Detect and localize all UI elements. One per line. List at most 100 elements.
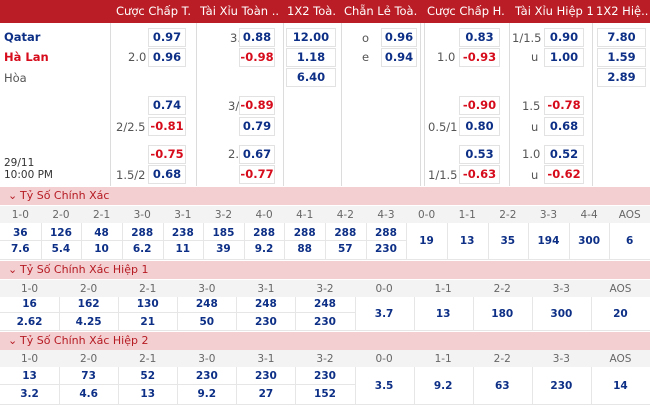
score-odds[interactable]: 52 [140, 370, 156, 382]
odds-cell[interactable]: -0.63 [459, 165, 500, 184]
score-odds[interactable]: 13 [435, 308, 451, 320]
odds-cell[interactable]: 0.80 [459, 117, 500, 136]
odds-cell[interactable]: 0.79 [239, 117, 275, 136]
score-odds[interactable]: 48 [94, 227, 109, 239]
score-odds[interactable]: 288 [131, 227, 154, 239]
score-odds[interactable]: 230 [314, 370, 336, 382]
score-odds[interactable]: 63 [494, 380, 510, 392]
odds-cell[interactable]: 0.68 [148, 165, 186, 184]
odds-cell[interactable]: -0.77 [239, 165, 275, 184]
score-odds[interactable]: 185 [212, 227, 235, 239]
score-odds[interactable]: 248 [254, 298, 277, 310]
score-odds[interactable]: 9.2 [254, 243, 274, 255]
odds-cell[interactable]: 6.40 [286, 68, 336, 87]
col-ou-h1[interactable]: Tài Xỉu Hiệp 1 [515, 4, 593, 18]
score-odds[interactable]: 39 [216, 243, 231, 255]
odds-cell[interactable]: -0.75 [148, 145, 186, 164]
col-1x2-h1[interactable]: 1X2 Hiệ... [596, 4, 648, 18]
score-odds[interactable]: 27 [258, 388, 274, 400]
score-odds[interactable]: 2.62 [16, 316, 43, 328]
score-odds[interactable]: 20 [613, 308, 628, 320]
score-odds[interactable]: 50 [199, 316, 215, 328]
section-correct-score[interactable]: ⌄ Tỷ Số Chính Xác [0, 187, 650, 205]
score-odds[interactable]: 57 [338, 243, 353, 255]
odds-cell[interactable]: 1.18 [286, 48, 336, 67]
score-odds[interactable]: 35 [500, 235, 516, 247]
score-odds[interactable]: 3.7 [374, 308, 394, 320]
odds-cell[interactable]: -0.90 [459, 96, 500, 115]
odds-cell[interactable]: -0.89 [239, 96, 275, 115]
section-correct-score-h2[interactable]: ⌄ Tỷ Số Chính Xác Hiệp 2 [0, 332, 650, 350]
score-odds[interactable]: 230 [374, 243, 397, 255]
score-odds[interactable]: 152 [314, 388, 336, 400]
odds-cell[interactable]: -0.93 [459, 48, 500, 67]
section-correct-score-h1[interactable]: ⌄ Tỷ Số Chính Xác Hiệp 1 [0, 261, 650, 279]
score-odds[interactable]: 88 [297, 243, 312, 255]
score-odds[interactable]: 13 [140, 388, 156, 400]
odds-cell[interactable]: 0.53 [459, 145, 500, 164]
score-odds[interactable]: 10 [94, 243, 109, 255]
score-odds[interactable]: 288 [374, 227, 397, 239]
col-handicap-h1[interactable]: Cược Chấp H... [427, 4, 505, 18]
odds-cell[interactable]: 0.52 [544, 145, 584, 164]
odds-cell[interactable]: -0.98 [239, 48, 275, 67]
score-odds[interactable]: 230 [550, 380, 573, 392]
score-odds[interactable]: 5.4 [51, 243, 71, 255]
score-odds[interactable]: 162 [77, 298, 100, 310]
score-odds[interactable]: 13 [22, 370, 37, 382]
odds-cell[interactable]: 0.96 [381, 28, 417, 47]
odds-cell[interactable]: -0.78 [544, 96, 584, 115]
score-odds[interactable]: 11 [175, 243, 191, 255]
score-odds[interactable]: 248 [195, 298, 218, 310]
score-odds[interactable]: 288 [253, 227, 276, 239]
score-odds[interactable]: 73 [81, 370, 96, 382]
score-odds[interactable]: 4.25 [75, 316, 102, 328]
odds-cell[interactable]: 0.90 [544, 28, 584, 47]
score-odds[interactable]: 194 [537, 235, 560, 247]
score-odds[interactable]: 13 [459, 235, 475, 247]
odds-cell[interactable]: 0.68 [544, 117, 584, 136]
score-odds[interactable]: 238 [171, 227, 194, 239]
odds-cell[interactable]: 0.67 [239, 145, 275, 164]
odds-cell[interactable]: 1.00 [544, 48, 584, 67]
score-odds[interactable]: 288 [334, 227, 357, 239]
score-odds[interactable]: 126 [49, 227, 72, 239]
score-odds[interactable]: 16 [22, 298, 37, 310]
odds-cell[interactable]: 0.74 [148, 96, 186, 115]
score-odds[interactable]: 230 [195, 370, 218, 382]
odds-cell[interactable]: 0.83 [459, 28, 500, 47]
score-odds[interactable]: 288 [293, 227, 316, 239]
odds-cell[interactable]: 12.00 [286, 28, 336, 47]
odds-cell[interactable]: 0.94 [381, 48, 417, 67]
score-odds[interactable]: 3.2 [20, 388, 39, 400]
score-odds[interactable]: 230 [254, 316, 277, 328]
score-odds[interactable]: 230 [254, 370, 277, 382]
score-odds[interactable]: 3.5 [374, 380, 394, 392]
score-odds[interactable]: 130 [136, 298, 159, 310]
score-odds[interactable]: 9.2 [197, 388, 217, 400]
odds-cell[interactable]: 1.59 [597, 48, 646, 67]
score-odds[interactable]: 6 [626, 235, 634, 247]
score-odds[interactable]: 230 [314, 316, 336, 328]
odds-cell[interactable]: 0.97 [148, 28, 186, 47]
score-odds[interactable]: 36 [13, 227, 28, 239]
score-odds[interactable]: 180 [491, 308, 514, 320]
score-odds[interactable]: 6.2 [132, 243, 152, 255]
score-odds[interactable]: 14 [613, 380, 628, 392]
score-odds[interactable]: 7.6 [11, 243, 30, 255]
score-odds[interactable]: 19 [419, 235, 434, 247]
odds-cell[interactable]: 0.96 [148, 48, 186, 67]
odds-cell[interactable]: 0.88 [239, 28, 275, 47]
odds-cell[interactable]: 7.80 [597, 28, 646, 47]
col-handicap-ft[interactable]: Cược Chấp T... [116, 4, 192, 18]
col-odd-even-ft[interactable]: Chẵn Lẻ Toà... [344, 4, 418, 18]
score-odds[interactable]: 248 [314, 298, 336, 310]
score-odds[interactable]: 300 [578, 235, 601, 247]
score-odds[interactable]: 300 [550, 308, 573, 320]
col-ou-ft[interactable]: Tài Xỉu Toàn ... [200, 4, 278, 18]
score-odds[interactable]: 21 [140, 316, 156, 328]
odds-cell[interactable]: -0.62 [544, 165, 584, 184]
col-1x2-ft[interactable]: 1X2 Toà... [287, 4, 337, 18]
odds-cell[interactable]: 2.89 [597, 68, 646, 87]
odds-cell[interactable]: -0.81 [148, 117, 186, 136]
